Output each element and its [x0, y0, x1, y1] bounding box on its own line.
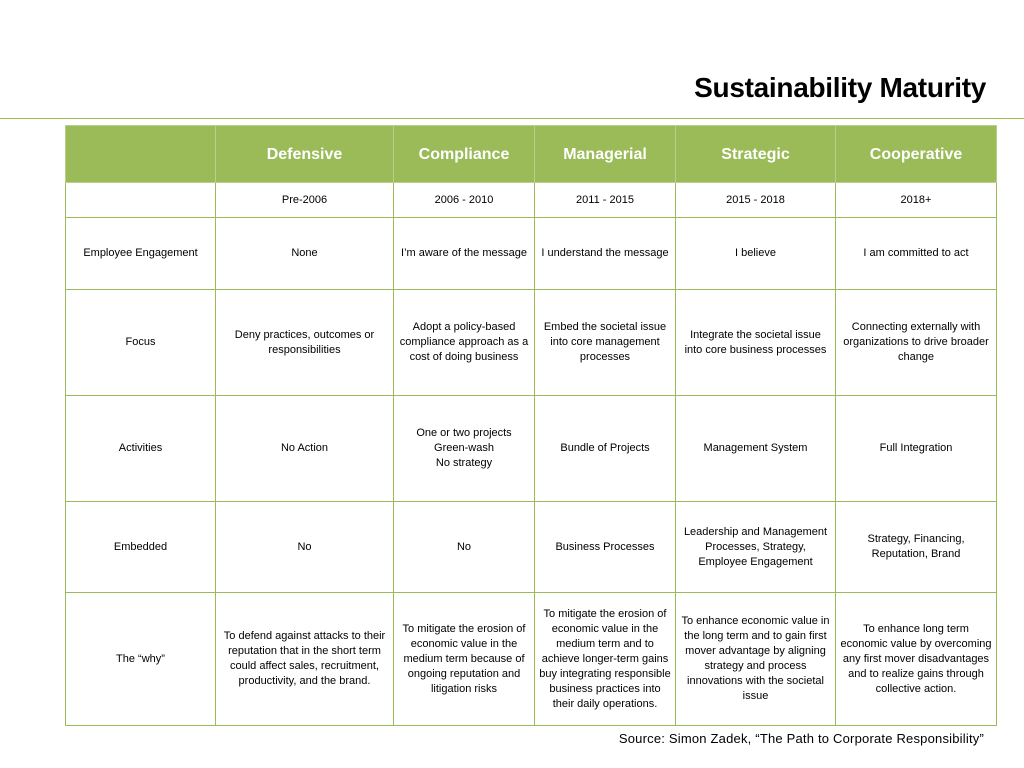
stage-header: Cooperative [835, 125, 997, 183]
title-divider [0, 118, 1024, 119]
stage-header: Defensive [215, 125, 394, 183]
table-cell: To enhance long term economic value by o… [835, 592, 997, 726]
table-row: Activities No Action One or two projects… [65, 395, 997, 502]
stage-header-row: Defensive Compliance Managerial Strategi… [65, 125, 997, 183]
table-row: Focus Deny practices, outcomes or respon… [65, 289, 997, 396]
row-label: Focus [65, 289, 216, 396]
table-cell: Adopt a policy-based compliance approach… [393, 289, 535, 396]
period-cell: 2006 - 2010 [393, 182, 535, 218]
table-cell: Business Processes [534, 501, 676, 593]
table-cell: None [215, 217, 394, 290]
maturity-table: Defensive Compliance Managerial Strategi… [65, 125, 997, 726]
stage-header: Strategic [675, 125, 836, 183]
table-cell: Connecting externally with organizations… [835, 289, 997, 396]
row-label: Employee Engagement [65, 217, 216, 290]
table-cell: Strategy, Financing, Reputation, Brand [835, 501, 997, 593]
table-cell: Leadership and Management Processes, Str… [675, 501, 836, 593]
table-cell: No [393, 501, 535, 593]
row-label: Embedded [65, 501, 216, 593]
table-cell: To mitigate the erosion of economic valu… [534, 592, 676, 726]
table-cell: Deny practices, outcomes or responsibili… [215, 289, 394, 396]
row-label-empty [65, 182, 216, 218]
table-cell: No Action [215, 395, 394, 502]
period-cell: Pre-2006 [215, 182, 394, 218]
period-cell: 2018+ [835, 182, 997, 218]
table-row: Employee Engagement None I’m aware of th… [65, 217, 997, 290]
table-cell: Integrate the societal issue into core b… [675, 289, 836, 396]
table-cell: One or two projects Green-wash No strate… [393, 395, 535, 502]
row-label: Activities [65, 395, 216, 502]
table-cell: No [215, 501, 394, 593]
table-row: The “why” To defend against attacks to t… [65, 592, 997, 726]
page-title: Sustainability Maturity [694, 72, 986, 103]
table-cell: I believe [675, 217, 836, 290]
table-cell: Embed the societal issue into core manag… [534, 289, 676, 396]
corner-cell [65, 125, 216, 183]
table-cell: To defend against attacks to their reput… [215, 592, 394, 726]
table-cell: Full Integration [835, 395, 997, 502]
table-cell: To enhance economic value in the long te… [675, 592, 836, 726]
table-cell: I understand the message [534, 217, 676, 290]
row-label: The “why” [65, 592, 216, 726]
table-cell: Bundle of Projects [534, 395, 676, 502]
period-cell: 2011 - 2015 [534, 182, 676, 218]
table-cell: I am committed to act [835, 217, 997, 290]
table-cell: To mitigate the erosion of economic valu… [393, 592, 535, 726]
source-citation: Source: Simon Zadek, “The Path to Corpor… [618, 731, 984, 746]
period-cell: 2015 - 2018 [675, 182, 836, 218]
table-cell: Management System [675, 395, 836, 502]
stage-header: Compliance [393, 125, 535, 183]
stage-header: Managerial [534, 125, 676, 183]
table-cell: I’m aware of the message [393, 217, 535, 290]
period-row: Pre-2006 2006 - 2010 2011 - 2015 2015 - … [65, 182, 997, 218]
table-row: Embedded No No Business Processes Leader… [65, 501, 997, 593]
